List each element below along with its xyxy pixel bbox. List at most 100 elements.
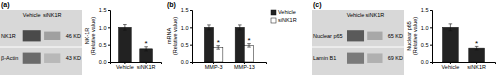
panel-label: (b) (167, 1, 176, 9)
tick-mark (430, 45, 432, 46)
annotation: * (247, 36, 250, 45)
tick: 0.0 (99, 59, 110, 65)
tick-label: 0.0 (99, 59, 107, 65)
blot-background (312, 10, 404, 75)
axis-line (108, 11, 111, 63)
plot-area (204, 25, 253, 62)
y-axis-label: mRNA(Relative value) (166, 17, 178, 55)
panel: Nuclear p65 65 KD Lamin B1 69 KD VehiclesiNK… (312, 1, 404, 75)
size-label: 46 KD (66, 33, 81, 39)
tick-label: MMP-3 (205, 64, 223, 70)
tick: 1.5 (421, 7, 432, 13)
tick-label: 1.5 (421, 7, 429, 13)
legend-swatch (271, 10, 276, 15)
error-bar (207, 25, 211, 30)
row-label: NK1R (1, 33, 16, 39)
tick: siNK1R (137, 62, 156, 70)
error-bar (238, 25, 242, 30)
x-axis: Vehicle siNK1R (433, 62, 496, 70)
tick: 0.5 (99, 42, 110, 48)
band (23, 30, 41, 41)
band (367, 53, 382, 63)
tick: 0.5 (421, 42, 432, 48)
tick-mark (108, 45, 110, 46)
tick-mark (190, 62, 192, 63)
panel: NK1R46 KDβ-Actin43 KDVehiclesiNK1R(a) (0, 1, 82, 75)
tick: 1.0 (421, 25, 432, 31)
band (44, 53, 60, 63)
separator (0, 47, 82, 48)
error-bar (449, 24, 453, 31)
tick-label: MMP-13 (234, 64, 255, 70)
bar (214, 47, 223, 62)
chart-container: NK1R46 KDβ-Actin43 KDVehiclesiNK1R(a)0.0… (0, 0, 500, 77)
tick-mark (108, 27, 110, 28)
tick-label: Vehicle (116, 64, 134, 70)
tick-label: 1.0 (99, 25, 107, 31)
annotation: * (145, 39, 148, 48)
tick-label: 0.5 (421, 42, 429, 48)
y-axis-label: Nuclear p65(Relative value) (406, 17, 418, 55)
lane-header: Vehicle (347, 12, 365, 18)
tick: Vehicle (116, 62, 134, 70)
x-axis: MMP-3 MMP-13 (193, 62, 267, 70)
tick-mark (190, 45, 192, 46)
annotation: * (475, 39, 478, 48)
blot-background (0, 10, 82, 75)
tick-label: Vehicle (442, 64, 460, 70)
tick-mark (430, 27, 432, 28)
bar (469, 48, 485, 62)
separator (312, 47, 404, 48)
lane-header: siNK1R (366, 12, 385, 18)
annotation: * (217, 38, 220, 47)
tick-label: 1.5 (99, 7, 107, 13)
tick-label: 0.0 (421, 59, 429, 65)
tick-mark (190, 10, 192, 11)
size-label: 69 KD (388, 55, 403, 61)
band (347, 30, 364, 41)
tick: 0.0 (421, 59, 432, 65)
tick-label: 0.5 (99, 42, 107, 48)
tick: 1.0 (181, 25, 192, 31)
y-axis-label: NK-1R(Relative value) (84, 17, 96, 55)
row-label: Lamin B1 (313, 55, 336, 61)
figure: NK1R46 KDβ-Actin43 KDVehiclesiNK1R(a)0.0… (0, 0, 500, 77)
tick-mark (108, 10, 110, 11)
tick-mark (430, 10, 432, 11)
row-label: Nuclear p65 (313, 33, 343, 39)
tick: Vehicle (442, 62, 460, 70)
plot-area (119, 25, 153, 62)
bar (119, 27, 132, 62)
panel-label: (a) (1, 1, 10, 9)
legend-label: siNK1R (278, 17, 297, 23)
band (367, 32, 382, 40)
row-label: β-Actin (1, 55, 18, 61)
tick-label: 1.5 (181, 7, 189, 13)
tick: 1.5 (181, 7, 192, 13)
tick: siNK1R (467, 62, 486, 70)
panel: 0.0 0.5 1.0 1.5 Vehicle siNK1R Nuclear p65(Rel… (406, 7, 496, 70)
tick-mark (190, 27, 192, 28)
tick-mark (108, 62, 110, 63)
tick: 0.0 (181, 59, 192, 65)
plot-area (443, 24, 485, 62)
y-axis: 0.00.51.01.5 (181, 7, 193, 65)
axis-line (193, 63, 267, 65)
y-axis: 0.0 0.5 1.0 1.5 (421, 7, 433, 65)
tick: MMP-3 (205, 62, 223, 70)
size-label: 43 KD (66, 55, 81, 61)
panel: 0.00.51.01.5MMP-3MMP-13mRNA(Relative val… (166, 1, 297, 70)
tick-label: 1.0 (181, 25, 189, 31)
axis-line (430, 11, 433, 63)
bar (204, 27, 213, 62)
band (347, 53, 364, 64)
tick: 1.5 (99, 7, 110, 13)
size-label: 65 KD (388, 33, 403, 39)
tick-label: 0.0 (181, 59, 189, 65)
legend-swatch (271, 18, 276, 23)
bar (244, 45, 253, 62)
error-bar (123, 25, 127, 31)
bar (235, 27, 244, 62)
band (44, 32, 60, 40)
tick-label: siNK1R (467, 64, 486, 70)
